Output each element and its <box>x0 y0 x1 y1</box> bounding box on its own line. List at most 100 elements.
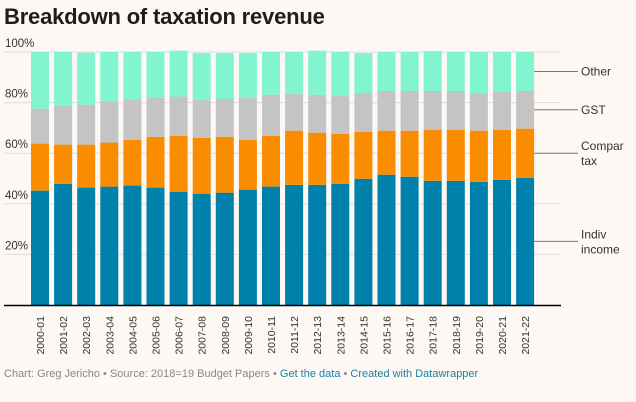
bar-segment-gst <box>516 90 535 129</box>
bar-segment-indiv-income <box>77 187 96 305</box>
bar-segment-gst <box>331 96 350 134</box>
bar-segment-other <box>77 52 96 105</box>
bar-stack-2010-11 <box>262 52 280 305</box>
x-tick-label: 2008-09 <box>220 316 232 355</box>
x-tick-label: 2000-01 <box>35 316 47 355</box>
y-tick-label: 80% <box>5 89 28 101</box>
x-tick-label: 2002-03 <box>81 316 93 355</box>
bar-segment-indiv-income <box>516 177 535 305</box>
legend-item-other: Other <box>534 64 611 78</box>
x-tick-label: 2003-04 <box>104 316 116 355</box>
bar-segment-compar-tax <box>331 133 350 184</box>
bar-segment-indiv-income <box>146 187 165 305</box>
bar-stack-2017-18 <box>423 50 442 305</box>
bar-segment-compar-tax <box>423 129 442 181</box>
bar-segment-compar-tax <box>54 144 73 184</box>
x-tick-label: 2018-19 <box>451 316 463 355</box>
bar-segment-gst <box>354 92 373 132</box>
datawrapper-link[interactable]: Created with Datawrapper <box>350 368 479 380</box>
bar-segment-gst <box>100 101 119 143</box>
bar-segment-indiv-income <box>123 185 142 305</box>
bar-segment-other <box>446 52 465 91</box>
bar-segment-gst <box>400 90 419 131</box>
gridlines <box>4 51 561 255</box>
x-tick-label: 2010-11 <box>266 316 278 354</box>
bar-segment-gst <box>423 90 442 130</box>
bar-segment-indiv-income <box>238 189 257 305</box>
bar-segment-compar-tax <box>100 142 119 187</box>
x-tick-label: 2020-21 <box>497 316 509 355</box>
bar-segment-indiv-income <box>54 183 73 305</box>
bar-segment-indiv-income <box>285 184 304 305</box>
bar-stack-2005-06 <box>146 52 165 305</box>
bar-stack-2004-05 <box>123 52 142 305</box>
legend-label: tax <box>581 154 597 168</box>
bar-stack-2001-02 <box>54 52 73 305</box>
x-tick-label: 2005-06 <box>151 316 163 355</box>
bar-segment-other <box>31 52 49 109</box>
bar-segment-gst <box>192 100 211 138</box>
y-tick-label: 60% <box>5 139 28 151</box>
bar-segment-indiv-income <box>469 181 488 305</box>
bar-segment-indiv-income <box>423 180 442 305</box>
bar-segment-compar-tax <box>215 136 234 193</box>
bar-segment-other <box>262 52 280 95</box>
bar-segment-other <box>423 50 442 91</box>
footer-separator: • <box>103 368 107 380</box>
bar-segment-gst <box>262 94 280 136</box>
x-axis-tick-labels: 2000-01 2001-02 2002-03 2003-04 2004-05 2005-… <box>35 316 532 355</box>
bar-segment-gst <box>77 104 96 145</box>
bar-segment-compar-tax <box>146 136 165 188</box>
x-tick-label: 2001-02 <box>58 316 70 355</box>
bar-segment-other <box>377 52 396 91</box>
footer-source: Source: 2018=19 Budget Papers <box>109 368 270 380</box>
bar-segment-gst <box>169 96 188 136</box>
x-tick-label: 2012-13 <box>312 316 324 355</box>
bar-segment-other <box>54 52 73 106</box>
bar-segment-gst <box>446 90 465 130</box>
bar-segment-indiv-income <box>331 183 350 305</box>
bar-stack-2000-01 <box>31 52 49 305</box>
bar-stack-2009-10 <box>238 53 257 305</box>
bar-stack-2006-07 <box>169 50 188 305</box>
x-tick-label: 2007-08 <box>197 316 209 355</box>
bar-segment-compar-tax <box>262 135 280 187</box>
footer-separator: • <box>343 368 348 380</box>
bar-segment-indiv-income <box>215 192 234 305</box>
bar-segment-gst <box>493 91 511 130</box>
bar-segment-compar-tax <box>123 139 142 186</box>
bar-segment-other <box>100 52 119 102</box>
bar-segment-indiv-income <box>400 176 419 305</box>
bar-segment-compar-tax <box>192 137 211 194</box>
x-tick-label: 2011-12 <box>289 316 301 354</box>
bar-stack-2003-04 <box>100 52 119 305</box>
bar-stack-2020-21 <box>493 52 511 305</box>
legend-label: income <box>581 242 620 256</box>
bar-stack-2016-17 <box>400 52 419 305</box>
bar-segment-other <box>146 52 165 98</box>
bar-segment-compar-tax <box>285 130 304 185</box>
y-tick-label: 20% <box>5 240 28 252</box>
bar-segment-compar-tax <box>169 135 188 192</box>
bar-segment-compar-tax <box>77 144 96 188</box>
get-the-data-link[interactable]: Get the data <box>279 368 341 380</box>
bar-stack-2002-03 <box>77 52 96 305</box>
bar-segment-gst <box>54 105 73 145</box>
bar-segment-compar-tax <box>354 131 373 179</box>
bar-segment-compar-tax <box>446 129 465 181</box>
x-tick-label: 2013-14 <box>335 316 347 355</box>
bar-segment-indiv-income <box>354 178 373 305</box>
bar-segment-gst <box>123 99 142 140</box>
bar-segment-gst <box>215 99 234 137</box>
x-tick-label: 2004-05 <box>127 316 139 355</box>
bar-segment-other <box>354 53 373 93</box>
bar-segment-compar-tax <box>377 130 396 175</box>
bar-segment-indiv-income <box>308 184 327 305</box>
bar-segment-other <box>493 52 511 92</box>
y-axis-tick-labels: 20% 40% 60% 80% 100% <box>5 38 34 252</box>
bar-stack-2019-20 <box>469 52 488 305</box>
bar-segment-other <box>516 52 535 91</box>
